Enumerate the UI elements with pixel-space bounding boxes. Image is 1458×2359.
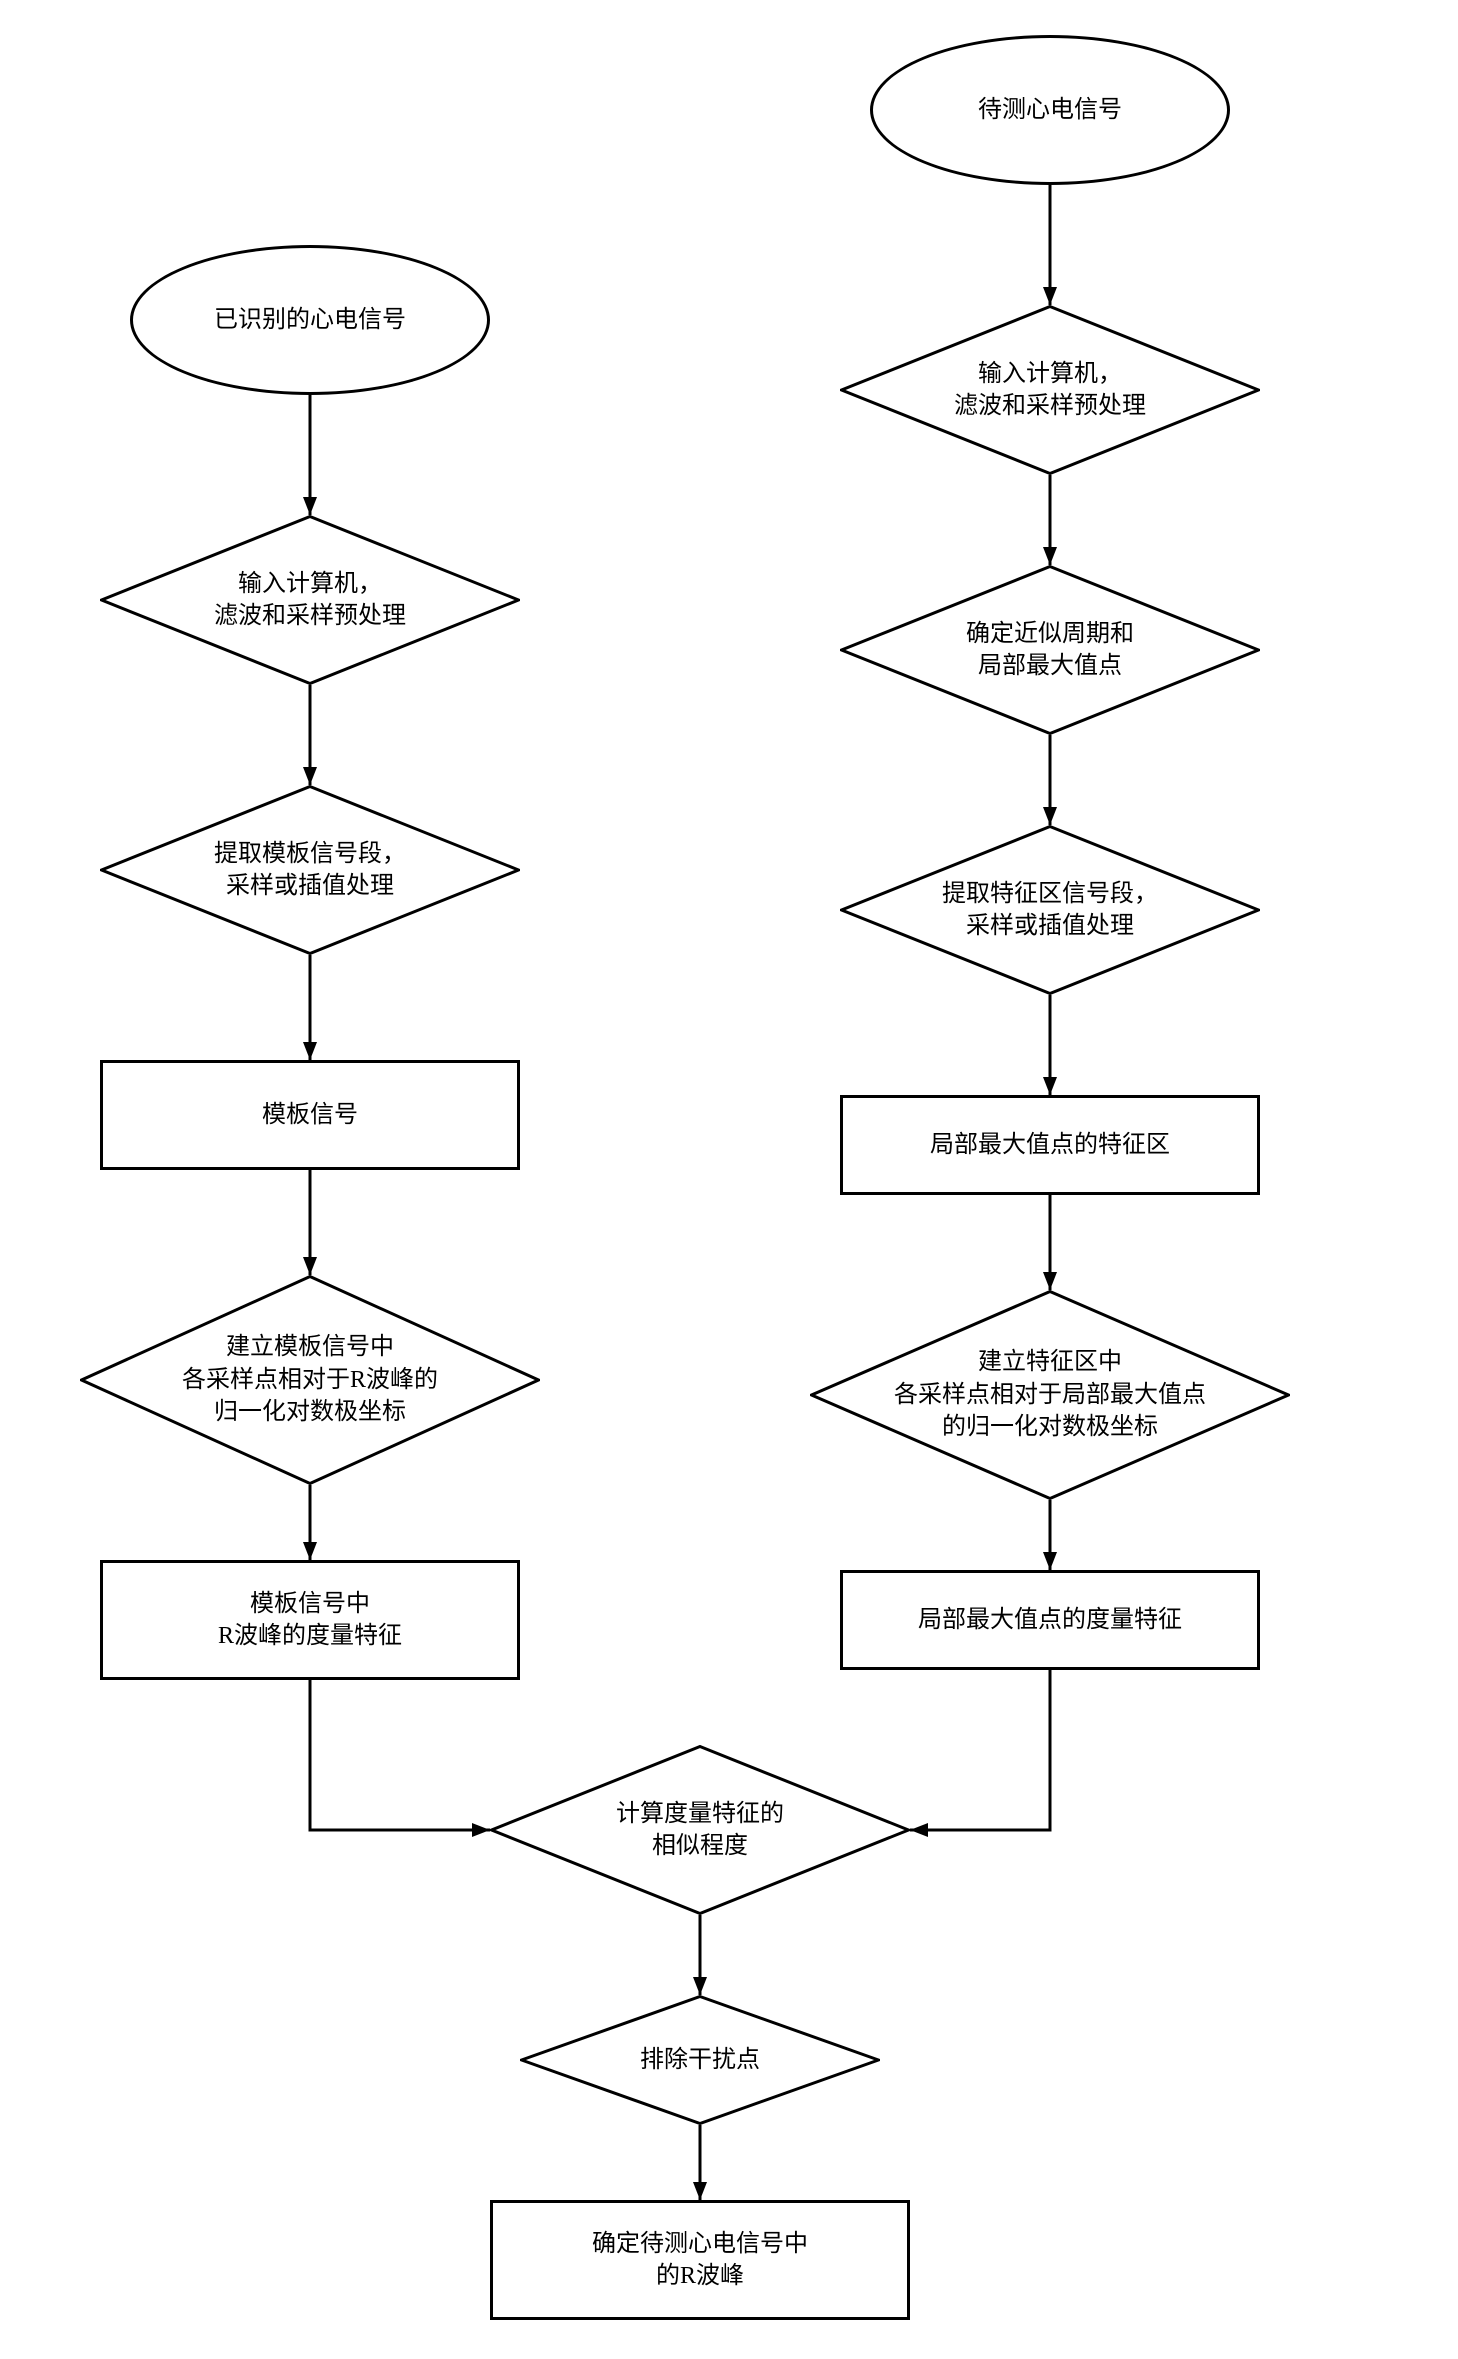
rect-label-right_r2: 局部最大值点的度量特征 bbox=[918, 1604, 1182, 1636]
diamond-left_d1: 输入计算机， 滤波和采样预处理 bbox=[100, 515, 520, 685]
diamond-right_d3: 提取特征区信号段， 采样或插值处理 bbox=[840, 825, 1260, 995]
rect-left_r1: 模板信号 bbox=[100, 1060, 520, 1170]
diamond-right_d1: 输入计算机， 滤波和采样预处理 bbox=[840, 305, 1260, 475]
diamond-left_d2: 提取模板信号段， 采样或插值处理 bbox=[100, 785, 520, 955]
rect-right_r2: 局部最大值点的度量特征 bbox=[840, 1570, 1260, 1670]
diamond-label-merge_d1: 计算度量特征的 相似程度 bbox=[490, 1745, 910, 1915]
rect-label-right_r1: 局部最大值点的特征区 bbox=[930, 1129, 1170, 1161]
diamond-label-left_d1: 输入计算机， 滤波和采样预处理 bbox=[100, 515, 520, 685]
ellipse-label-left_start: 已识别的心电信号 bbox=[214, 304, 406, 336]
diamond-left_d3: 建立模板信号中 各采样点相对于R波峰的 归一化对数极坐标 bbox=[80, 1275, 540, 1485]
diamond-label-left_d2: 提取模板信号段， 采样或插值处理 bbox=[100, 785, 520, 955]
rect-merge_r: 确定待测心电信号中 的R波峰 bbox=[490, 2200, 910, 2320]
rect-label-left_r2: 模板信号中 R波峰的度量特征 bbox=[218, 1588, 402, 1653]
rect-label-merge_r: 确定待测心电信号中 的R波峰 bbox=[592, 2228, 808, 2293]
diamond-merge_d2: 排除干扰点 bbox=[520, 1995, 880, 2125]
ellipse-right_start: 待测心电信号 bbox=[870, 35, 1230, 185]
diamond-label-right_d3: 提取特征区信号段， 采样或插值处理 bbox=[840, 825, 1260, 995]
rect-left_r2: 模板信号中 R波峰的度量特征 bbox=[100, 1560, 520, 1680]
rect-right_r1: 局部最大值点的特征区 bbox=[840, 1095, 1260, 1195]
ellipse-left_start: 已识别的心电信号 bbox=[130, 245, 490, 395]
diamond-merge_d1: 计算度量特征的 相似程度 bbox=[490, 1745, 910, 1915]
diamond-label-right_d1: 输入计算机， 滤波和采样预处理 bbox=[840, 305, 1260, 475]
diamond-right_d2: 确定近似周期和 局部最大值点 bbox=[840, 565, 1260, 735]
diamond-label-right_d2: 确定近似周期和 局部最大值点 bbox=[840, 565, 1260, 735]
diamond-label-merge_d2: 排除干扰点 bbox=[520, 1995, 880, 2125]
ellipse-label-right_start: 待测心电信号 bbox=[978, 94, 1122, 126]
diamond-label-left_d3: 建立模板信号中 各采样点相对于R波峰的 归一化对数极坐标 bbox=[80, 1275, 540, 1485]
flowchart-root: 已识别的心电信号输入计算机， 滤波和采样预处理提取模板信号段， 采样或插值处理模… bbox=[0, 0, 1458, 2359]
rect-label-left_r1: 模板信号 bbox=[262, 1099, 358, 1131]
diamond-label-right_d4: 建立特征区中 各采样点相对于局部最大值点 的归一化对数极坐标 bbox=[810, 1290, 1290, 1500]
diamond-right_d4: 建立特征区中 各采样点相对于局部最大值点 的归一化对数极坐标 bbox=[810, 1290, 1290, 1500]
